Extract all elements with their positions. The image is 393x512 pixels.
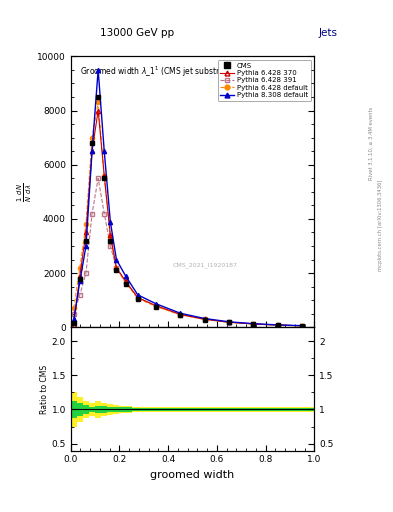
Text: mcplots.cern.ch [arXiv:1306.3436]: mcplots.cern.ch [arXiv:1306.3436] xyxy=(378,180,383,271)
Y-axis label: $\frac{1}{N}\,\frac{dN}{d\lambda}$: $\frac{1}{N}\,\frac{dN}{d\lambda}$ xyxy=(16,182,34,202)
Text: Rivet 3.1.10, ≥ 3.4M events: Rivet 3.1.10, ≥ 3.4M events xyxy=(369,106,374,180)
Text: CMS_2021_I1920187: CMS_2021_I1920187 xyxy=(172,262,237,268)
Text: Jets: Jets xyxy=(319,28,338,38)
Legend: CMS, Pythia 6.428 370, Pythia 6.428 391, Pythia 6.428 default, Pythia 8.308 defa: CMS, Pythia 6.428 370, Pythia 6.428 391,… xyxy=(218,60,311,101)
Text: Groomed width $\lambda\_1^1$ (CMS jet substructure): Groomed width $\lambda\_1^1$ (CMS jet su… xyxy=(79,65,247,79)
Text: 13000 GeV pp: 13000 GeV pp xyxy=(101,28,174,38)
Y-axis label: Ratio to CMS: Ratio to CMS xyxy=(40,365,49,414)
X-axis label: groomed width: groomed width xyxy=(151,470,235,480)
